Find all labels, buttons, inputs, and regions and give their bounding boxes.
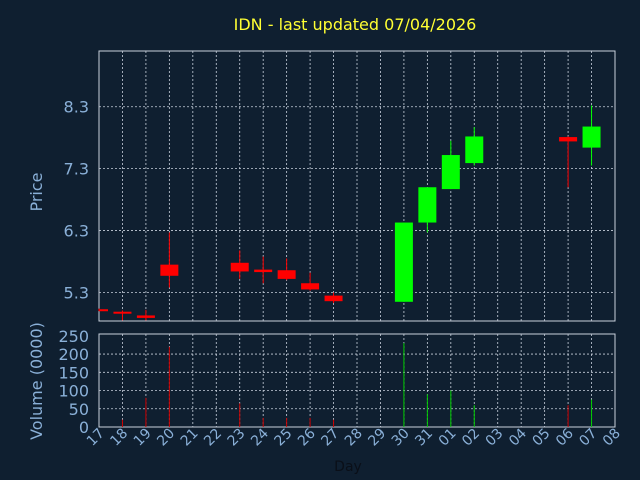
volume-panel-frame bbox=[98, 333, 616, 428]
chart-title: IDN - last updated 07/04/2026 bbox=[234, 15, 477, 34]
candle-body bbox=[301, 283, 320, 290]
volume-grid bbox=[99, 334, 615, 427]
x-tick-label: 18 bbox=[107, 426, 131, 450]
volume-tick-label: 0 bbox=[79, 418, 89, 437]
price-axis-label: Price bbox=[27, 172, 46, 211]
x-tick-label: 31 bbox=[412, 426, 436, 450]
price-tick-label: 8.3 bbox=[64, 98, 89, 117]
volume-tick-label: 250 bbox=[58, 327, 89, 346]
x-axis-ticks: 17 18 19 20 21 22 23 24 25 26 27 28 29 30 31 01 02 03 04 05… bbox=[84, 425, 624, 449]
candle-body bbox=[324, 295, 343, 302]
candle-body bbox=[582, 126, 601, 148]
volume-tick-label: 50 bbox=[69, 400, 89, 419]
price-tick-label: 7.3 bbox=[64, 160, 89, 179]
x-tick-label: 26 bbox=[295, 425, 319, 449]
x-tick-label: 25 bbox=[272, 426, 296, 450]
candle-body bbox=[441, 155, 460, 190]
x-tick-label: 24 bbox=[248, 425, 272, 449]
x-tick-label: 30 bbox=[389, 426, 413, 450]
x-tick-label: 22 bbox=[201, 426, 225, 450]
x-tick-label: 08 bbox=[600, 426, 624, 450]
candle-body bbox=[465, 136, 484, 164]
x-axis-label: Day bbox=[334, 459, 362, 475]
volume-axis-label: Volume (0000) bbox=[27, 322, 46, 440]
x-tick-label: 03 bbox=[483, 426, 507, 450]
x-tick-label: 29 bbox=[365, 426, 389, 450]
candle-body bbox=[559, 137, 578, 142]
x-tick-label: 27 bbox=[318, 426, 342, 450]
candle-body bbox=[277, 270, 296, 279]
candle-body bbox=[113, 311, 132, 314]
price-grid bbox=[99, 51, 615, 321]
price-panel-frame bbox=[98, 50, 616, 322]
volume-tick-label: 150 bbox=[58, 363, 89, 382]
x-tick-label: 06 bbox=[553, 425, 577, 449]
candle-body bbox=[136, 315, 155, 318]
x-tick-label: 02 bbox=[459, 426, 483, 450]
candles bbox=[98, 105, 601, 321]
x-tick-label: 19 bbox=[131, 426, 155, 450]
price-tick-label: 5.3 bbox=[64, 284, 89, 303]
x-tick-label: 28 bbox=[342, 426, 366, 450]
candle-body bbox=[254, 269, 273, 273]
volume-bars bbox=[121, 343, 593, 427]
candle-body bbox=[418, 187, 437, 223]
volume-tick-label: 200 bbox=[58, 345, 89, 364]
x-tick-label: 05 bbox=[530, 426, 554, 450]
x-tick-label: 23 bbox=[225, 426, 249, 450]
x-tick-label: 07 bbox=[576, 426, 600, 450]
x-tick-label: 20 bbox=[154, 426, 178, 450]
candle-body bbox=[230, 262, 249, 272]
x-tick-label: 21 bbox=[178, 426, 202, 450]
price-tick-label: 6.3 bbox=[64, 222, 89, 241]
candle-body bbox=[394, 222, 413, 302]
candle-body bbox=[99, 309, 108, 312]
x-tick-label: 01 bbox=[436, 426, 460, 450]
candle-body bbox=[160, 264, 179, 276]
x-tick-label: 04 bbox=[506, 425, 530, 449]
price-axis-ticks: 5.3 6.3 7.3 8.3 bbox=[64, 98, 89, 303]
volume-tick-label: 100 bbox=[58, 382, 89, 401]
